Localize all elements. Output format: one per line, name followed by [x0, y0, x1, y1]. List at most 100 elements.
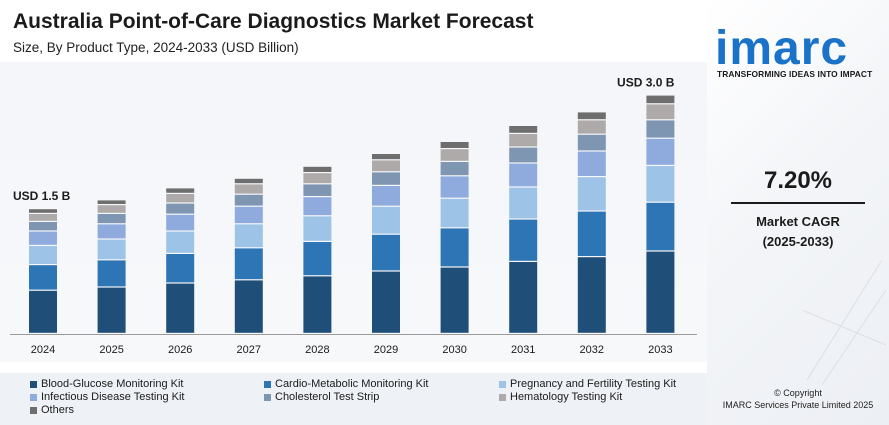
- legend-item-2: Pregnancy and Fertility Testing Kit: [499, 378, 676, 390]
- bar-segment-2032-0: [577, 257, 606, 333]
- cagr-divider: [731, 202, 865, 204]
- bar-segment-2033-1: [646, 202, 675, 251]
- bar-segment-2029-0: [372, 271, 400, 333]
- bar-segment-2028-5: [303, 173, 332, 184]
- bar-segment-2027-4: [234, 194, 263, 206]
- logo-text: imarc: [715, 26, 848, 72]
- bar-segment-2024-1: [29, 265, 57, 290]
- legend-swatch: [30, 406, 37, 414]
- legend-swatch: [499, 380, 506, 388]
- legend-item-0: Blood-Glucose Monitoring Kit: [30, 378, 183, 390]
- bar-segment-2031-0: [509, 262, 538, 333]
- bar-segment-2026-6: [166, 188, 195, 193]
- bar-segment-2033-5: [646, 104, 675, 120]
- legend-item-1: Cardio-Metabolic Monitoring Kit: [264, 378, 428, 390]
- legend-label: Hematology Testing Kit: [510, 391, 623, 403]
- bar-segment-2024-2: [29, 246, 57, 264]
- x-tick-label-2025: 2025: [99, 344, 123, 356]
- bar-segment-2027-1: [234, 248, 263, 280]
- cagr-period: (2025-2033): [762, 234, 834, 249]
- sidebar-panel: imarc TRANSFORMING IDEAS INTO IMPACT 7.2…: [707, 0, 889, 425]
- legend-item-5: Hematology Testing Kit: [499, 391, 622, 403]
- imarc-logo: imarc: [715, 26, 848, 72]
- chart-subtitle: Size, By Product Type, 2024-2033 (USD Bi…: [13, 40, 299, 55]
- bar-segment-2026-1: [166, 254, 195, 283]
- legend-swatch: [30, 393, 37, 401]
- bar-segment-2025-2: [97, 239, 126, 260]
- bar-segment-2033-6: [646, 95, 675, 104]
- copyright-owner: IMARC Services Private Limited 2025: [722, 400, 874, 410]
- bar-segment-2029-5: [372, 160, 400, 172]
- bar-segment-2024-4: [29, 222, 57, 231]
- legend-swatch: [264, 393, 271, 401]
- legend-swatch: [30, 380, 37, 388]
- bar-segment-2026-3: [166, 214, 195, 231]
- bar-segment-2027-5: [234, 184, 263, 194]
- bar-segment-2031-3: [509, 163, 538, 187]
- bar-segment-2025-1: [97, 260, 126, 287]
- bar-segment-2028-3: [303, 197, 332, 216]
- bar-segment-2027-6: [234, 178, 263, 184]
- bar-segment-2030-1: [440, 228, 469, 267]
- x-tick-label-2027: 2027: [237, 344, 261, 356]
- bar-segment-2025-5: [97, 205, 126, 213]
- copyright-text: © Copyright: [774, 388, 822, 398]
- bar-segment-2029-3: [372, 186, 400, 206]
- bar-segment-2024-0: [29, 290, 57, 333]
- legend-label: Infectious Disease Testing Kit: [41, 391, 185, 403]
- bar-segment-2028-4: [303, 184, 332, 196]
- x-tick-label-2033: 2033: [648, 344, 672, 356]
- chart-panel: Australia Point-of-Care Diagnostics Mark…: [0, 10, 707, 425]
- bar-segment-2024-3: [29, 231, 57, 245]
- bar-segment-2032-4: [577, 134, 606, 151]
- bar-segment-2031-5: [509, 134, 538, 147]
- bar-segment-2024-6: [29, 209, 57, 213]
- bar-segment-2026-2: [166, 231, 195, 253]
- bar-segment-2032-2: [577, 177, 606, 211]
- legend-label: Pregnancy and Fertility Testing Kit: [510, 378, 677, 390]
- bar-segment-2030-0: [440, 267, 469, 333]
- bar-segment-2032-5: [577, 120, 606, 134]
- bar-segment-2031-4: [509, 147, 538, 163]
- cagr-value: 7.20%: [763, 167, 833, 194]
- bar-segment-2027-0: [234, 280, 263, 333]
- bar-segment-2032-6: [577, 112, 606, 120]
- bar-segment-2030-2: [440, 198, 469, 228]
- bar-segment-2030-5: [440, 149, 469, 161]
- bar-segment-2033-4: [646, 120, 675, 138]
- legend-label: Blood-Glucose Monitoring Kit: [41, 378, 184, 390]
- x-tick-label-2028: 2028: [305, 344, 329, 356]
- x-tick-label-2030: 2030: [442, 344, 466, 356]
- legend-label: Cardio-Metabolic Monitoring Kit: [275, 378, 429, 390]
- x-tick-label-2026: 2026: [168, 344, 192, 356]
- bar-segment-2030-4: [440, 162, 469, 176]
- chart-title: Australia Point-of-Care Diagnostics Mark…: [13, 10, 534, 33]
- bar-segment-2026-4: [166, 203, 195, 214]
- cagr-label: Market CAGR: [756, 214, 840, 229]
- bar-segment-2028-1: [303, 242, 332, 276]
- bar-segment-2031-1: [509, 219, 538, 261]
- bar-segment-2026-5: [166, 194, 195, 203]
- bar-segment-2028-2: [303, 216, 332, 241]
- annotation-2024: USD 1.5 B: [13, 189, 71, 203]
- bar-segment-2024-5: [29, 214, 57, 221]
- bar-segment-2032-1: [577, 211, 606, 256]
- bar-segment-2031-2: [509, 187, 538, 219]
- legend-label: Cholesterol Test Strip: [275, 391, 380, 403]
- plot-area: 2024 2025 2026 2027 2028 2029 2030 2031 2032 2033…: [0, 62, 707, 362]
- x-tick-label-2032: 2032: [580, 344, 604, 356]
- legend-label: Others: [41, 404, 75, 416]
- legend-item-4: Cholesterol Test Strip: [264, 391, 379, 403]
- bar-segment-2029-4: [372, 172, 400, 185]
- chart-svg: 2024 2025 2026 2027 2028 2029 2030 2031 2032 2033…: [10, 76, 697, 356]
- x-tick-label-2031: 2031: [511, 344, 535, 356]
- bar-segment-2033-2: [646, 166, 675, 202]
- bar-segment-2027-2: [234, 224, 263, 248]
- x-tick-label-2029: 2029: [374, 344, 398, 356]
- legend-swatch: [264, 380, 271, 388]
- background-decoration: [802, 259, 887, 386]
- bar-segment-2029-1: [372, 234, 400, 271]
- bar-segment-2025-0: [97, 287, 126, 333]
- bar-segment-2026-0: [166, 283, 195, 333]
- bar-segment-2033-3: [646, 138, 675, 165]
